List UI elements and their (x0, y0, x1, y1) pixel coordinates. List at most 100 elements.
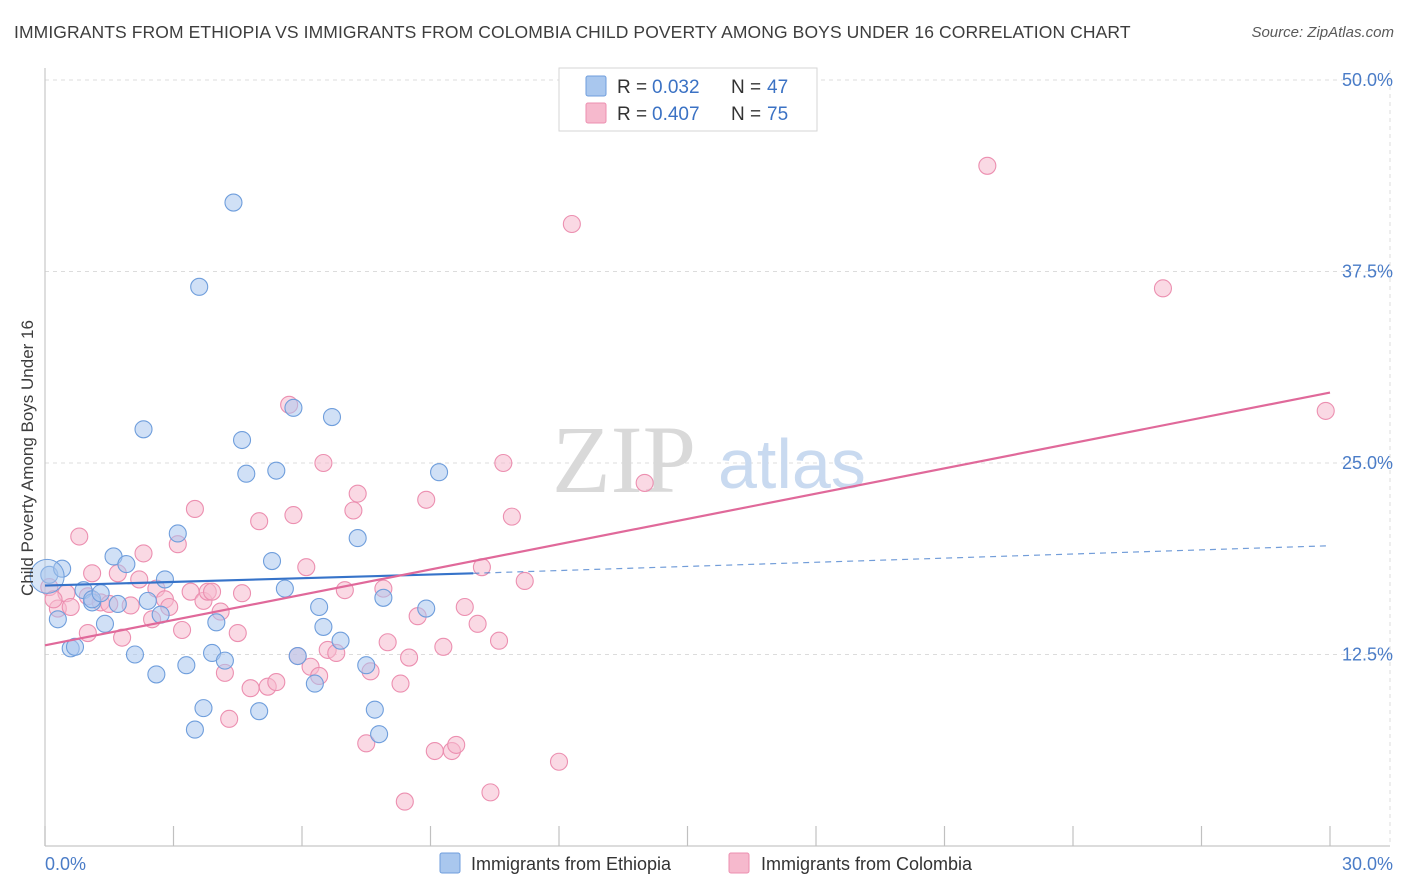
legend: R = 0.032 N = 47 R = 0.407 N = 75 (558, 67, 818, 132)
colombia-point-33 (267, 673, 286, 692)
ethiopia-point-14 (134, 420, 153, 439)
gridlines (45, 70, 1391, 846)
legend-r-label-colombia: R = (617, 104, 647, 125)
colombia-point-52 (400, 648, 419, 667)
legend-n-value-ethiopia: 47 (767, 77, 788, 98)
ethiopia-point-32 (267, 461, 286, 480)
legend-n-label-colombia: N = (731, 104, 761, 125)
ethiopia-point-11 (108, 594, 127, 613)
ethiopia-point-47 (430, 463, 449, 482)
colombia-point-65 (502, 507, 521, 526)
ethiopia-point-28 (232, 430, 252, 450)
colombia-point-13 (134, 544, 153, 563)
axes (44, 68, 1390, 847)
colombia-point-31 (250, 512, 269, 531)
watermark-atlas: atlas (718, 425, 866, 503)
chart-title: IMMIGRANTS FROM ETHIOPIA VS IMMIGRANTS F… (14, 22, 1131, 42)
colombia-point-72 (1316, 401, 1335, 420)
colombia-point-73 (44, 590, 63, 609)
colombia-point-63 (489, 631, 509, 650)
colombia-point-56 (434, 637, 453, 656)
ethiopia-point-23 (194, 699, 213, 718)
ethiopia-point-15 (138, 591, 157, 610)
ethiopia-point-18 (155, 570, 174, 589)
ethiopia-point-13 (125, 645, 144, 664)
colombia-point-49 (378, 633, 397, 652)
trend-lines (44, 391, 1331, 647)
colombia-point-27 (220, 709, 239, 728)
ethiopia-point-31 (262, 551, 282, 571)
colombia-point-50 (391, 674, 410, 693)
ethiopia-point-12 (117, 555, 136, 574)
ethiopia-trend-extension (473, 545, 1331, 574)
colombia-point-35 (284, 506, 303, 525)
ethiopia-point-33 (275, 579, 294, 598)
ethiopia-point-25 (207, 613, 226, 632)
colombia-point-29 (232, 584, 252, 603)
legend-r-label-ethiopia: R = (617, 77, 647, 98)
legend-r-value-ethiopia: 0.032 (652, 77, 700, 98)
colombia-point-24 (203, 582, 222, 601)
x-tick-label-min: 0.0% (45, 854, 86, 874)
ethiopia-point-29 (237, 464, 256, 483)
colombia-point-68 (562, 214, 581, 234)
colombia-point-30 (241, 679, 260, 698)
colombia-point-55 (425, 741, 444, 761)
y-axis-label: Child Poverty Among Boys Under 16 (18, 320, 37, 596)
ethiopia-point-22 (190, 277, 209, 296)
colombia-point-6 (83, 564, 102, 583)
colombia-point-51 (395, 792, 414, 811)
ethiopia-point-19 (168, 524, 187, 543)
bottom-legend-swatch-colombia (728, 852, 750, 874)
ethiopia-point-45 (374, 588, 393, 607)
ethiopia-point-26 (215, 651, 234, 670)
ethiopia-point-38 (314, 617, 333, 636)
colombia-point-37 (297, 558, 316, 577)
ethiopia-point-41 (348, 529, 367, 548)
ethiopia-point-8 (91, 584, 110, 603)
legend-swatch-ethiopia (585, 75, 607, 97)
colombia-point-70 (978, 156, 997, 175)
colombia-point-45 (348, 484, 367, 503)
legend-swatch-colombia (585, 102, 607, 124)
colombia-point-28 (228, 624, 247, 643)
bottom-legend: Immigrants from Ethiopia Immigrants from… (439, 852, 973, 874)
y-tick-label-1: 25.0% (1342, 453, 1393, 473)
y-tick-label-2: 37.5% (1342, 262, 1393, 282)
bottom-legend-swatch-ethiopia (439, 852, 461, 874)
colombia-point-3 (61, 597, 80, 617)
ethiopia-point-1 (48, 610, 67, 629)
y-tick-labels: 12.5% 25.0% 37.5% 50.0% (1342, 70, 1393, 665)
ethiopia-point-46 (417, 599, 436, 618)
watermark-zip: ZIP (552, 406, 696, 513)
y-tick-label-0: 12.5% (1342, 645, 1393, 665)
watermark: ZIP atlas (552, 406, 866, 513)
colombia-point-71 (1153, 279, 1172, 298)
colombia-point-54 (417, 490, 436, 509)
colombia-point-40 (314, 453, 333, 473)
colombia-point-21 (185, 499, 204, 519)
colombia-point-4 (70, 527, 89, 546)
colombia-point-67 (549, 752, 569, 771)
colombia-point-44 (344, 501, 363, 520)
colombia-point-58 (447, 735, 466, 754)
legend-n-label-ethiopia: N = (731, 77, 761, 98)
source-credit: Source: ZipAtlas.com (1251, 24, 1394, 41)
colombia-point-59 (455, 597, 474, 617)
colombia-point-19 (173, 620, 192, 640)
ethiopia-point-42 (357, 656, 376, 675)
bottom-legend-label-colombia: Immigrants from Colombia (761, 854, 973, 874)
colombia-point-46 (357, 734, 376, 753)
x-tick-label-max: 30.0% (1342, 854, 1393, 874)
colombia-point-69 (635, 473, 654, 492)
colombia-trend-line (44, 391, 1331, 647)
colombia-point-66 (515, 571, 534, 591)
y-tick-label-3: 50.0% (1342, 70, 1393, 90)
ethiopia-point-44 (370, 725, 389, 744)
ethiopia-point-34 (284, 398, 303, 417)
colombia-point-62 (481, 783, 500, 802)
x-tick-labels: 0.0% 30.0% (45, 854, 1393, 874)
legend-r-value-colombia: 0.407 (652, 104, 700, 125)
series-ethiopia-points (29, 193, 449, 744)
